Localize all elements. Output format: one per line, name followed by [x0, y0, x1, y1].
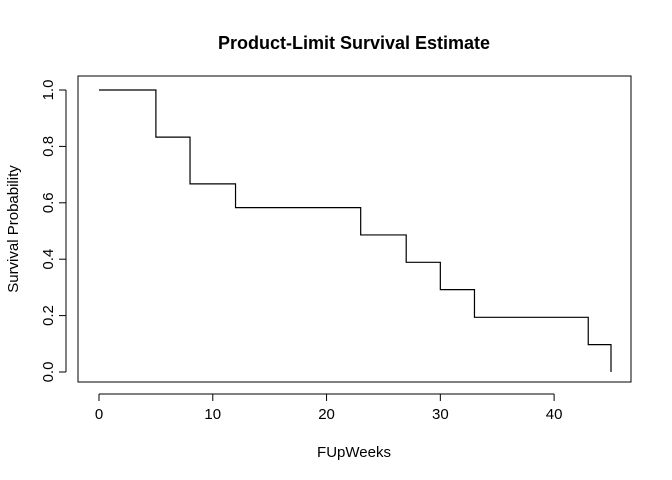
- survival-step-line: [99, 89, 612, 372]
- y-tick-label: 0.8: [40, 136, 57, 157]
- chart-title: Product-Limit Survival Estimate: [218, 33, 490, 53]
- x-axis: 0 10 20 30 40: [95, 393, 563, 423]
- plot-frame: [77, 75, 632, 383]
- y-axis: 0.0 0.2 0.4 0.6 0.8 1.0: [40, 80, 67, 383]
- x-tick-label: 30: [432, 406, 449, 423]
- series-layer: [99, 89, 612, 372]
- y-tick-label: 1.0: [40, 80, 57, 101]
- x-tick-label: 20: [318, 406, 335, 423]
- y-tick-label: 0.6: [40, 192, 57, 213]
- y-tick-label: 0.0: [40, 362, 57, 383]
- x-tick-label: 0: [95, 406, 103, 423]
- x-tick-label: 10: [204, 406, 221, 423]
- y-tick-label: 0.4: [40, 249, 57, 270]
- x-tick-label: 40: [546, 406, 563, 423]
- x-axis-label: FUpWeeks: [317, 444, 391, 461]
- y-axis-label: Survival Probability: [5, 165, 22, 293]
- y-tick-label: 0.2: [40, 305, 57, 326]
